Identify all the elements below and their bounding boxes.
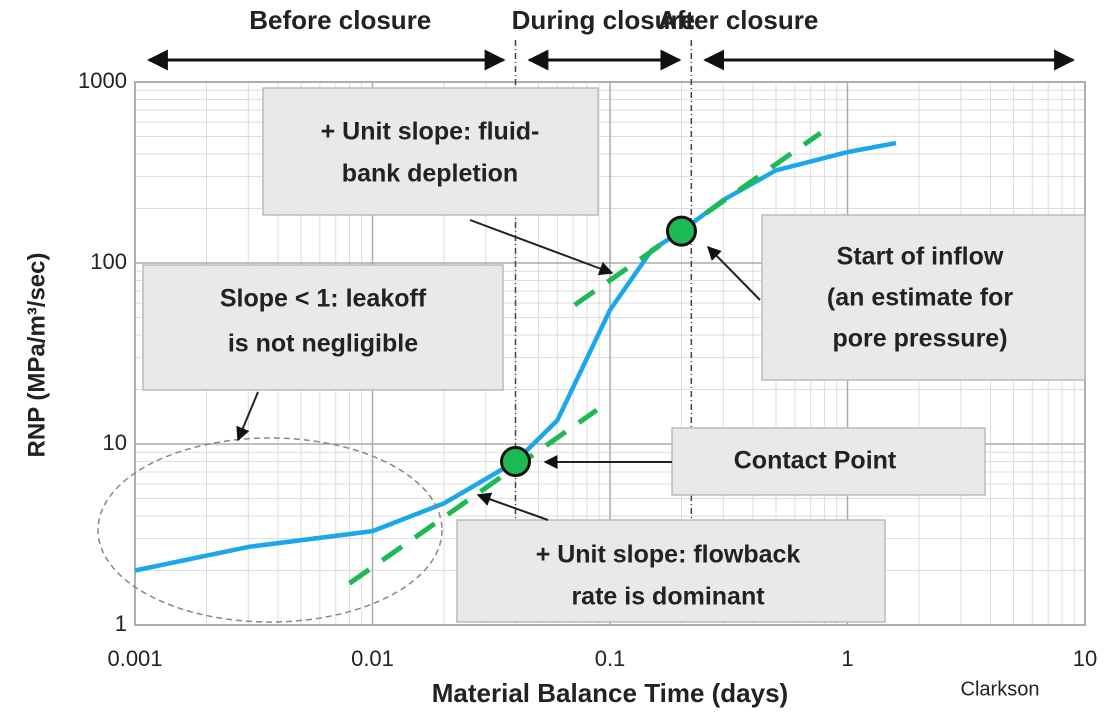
y-tick-label: 100 — [90, 249, 127, 274]
annotation-text: (an estimate for — [827, 284, 1013, 312]
annotation-text: rate is dominant — [571, 583, 765, 611]
annotation-text: Slope < 1: leakoff — [220, 285, 427, 313]
key-point — [665, 215, 697, 247]
y-tick-label: 10 — [103, 430, 127, 455]
annotation-box — [262, 87, 599, 216]
key-point — [499, 446, 531, 478]
y-tick-label: 1000 — [78, 68, 127, 93]
x-tick-label: 0.01 — [351, 646, 394, 671]
phase-label: After closure — [658, 5, 818, 35]
x-axis-label: Material Balance Time (days) — [432, 678, 788, 708]
series-line — [348, 408, 599, 586]
annotation-text: bank depletion — [342, 160, 518, 188]
region-ellipse — [97, 437, 443, 623]
x-tick-label: 10 — [1073, 646, 1097, 671]
y-axis-label: RNP (MPa/m³/sec) — [23, 253, 50, 458]
phase-label: During closure — [512, 5, 695, 35]
annotation-arrow — [476, 492, 549, 521]
x-tick-label: 1 — [841, 646, 853, 671]
annotation-box — [761, 214, 1086, 381]
annotation-text: + Unit slope: flowback — [536, 541, 801, 569]
annotation-box — [142, 264, 504, 391]
annotation-text: + Unit slope: fluid- — [321, 118, 540, 146]
series-line — [573, 131, 822, 308]
x-tick-label: 0.1 — [595, 646, 626, 671]
credit: Clarkson — [961, 678, 1040, 700]
annotation-arrow — [707, 246, 761, 301]
annotation-text: is not negligible — [228, 330, 418, 358]
annotation-text: pore pressure) — [832, 325, 1007, 353]
phase-label: Before closure — [249, 5, 431, 35]
series-line — [134, 140, 897, 573]
annotation-text: Contact Point — [734, 447, 897, 475]
annotation-text: Start of inflow — [837, 243, 1004, 271]
annotation-arrow — [236, 391, 259, 442]
annotation-arrow — [469, 219, 614, 276]
x-tick-label: 0.001 — [107, 646, 162, 671]
annotation-box — [456, 519, 886, 623]
y-tick-label: 1 — [115, 611, 127, 636]
